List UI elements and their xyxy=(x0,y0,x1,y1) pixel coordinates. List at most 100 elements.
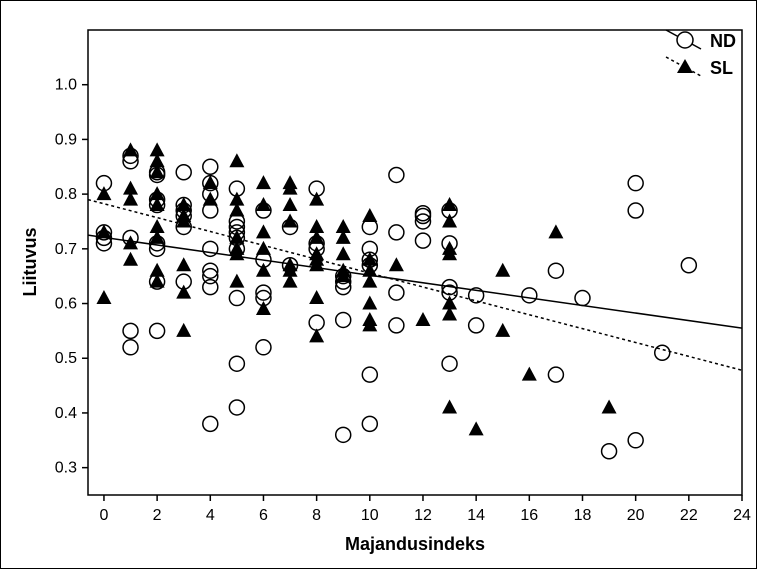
sl-point xyxy=(362,262,378,277)
nd-point xyxy=(680,256,698,274)
nd-point xyxy=(148,322,166,340)
x-tick-label: 0 xyxy=(99,507,108,524)
nd-fit-line xyxy=(87,234,743,329)
sl-point xyxy=(309,290,325,305)
sl-point xyxy=(149,273,165,288)
sl-point xyxy=(255,175,271,190)
nd-point xyxy=(627,432,644,449)
sl-point xyxy=(468,421,484,436)
plot-area-frame xyxy=(87,29,743,496)
nd-point xyxy=(202,415,219,433)
nd-point xyxy=(122,339,139,356)
sl-point xyxy=(282,197,298,212)
sl-point xyxy=(495,322,511,337)
nd-point xyxy=(388,166,405,184)
sl-point xyxy=(176,257,192,272)
sl-point xyxy=(601,399,617,414)
sl-point xyxy=(495,262,511,277)
sl-point xyxy=(282,213,298,228)
sl-point xyxy=(255,224,271,239)
nd-point xyxy=(441,278,458,296)
sl-point xyxy=(123,191,139,206)
sl-point xyxy=(229,202,245,217)
sl-point xyxy=(362,273,378,288)
nd-point xyxy=(627,174,644,192)
nd-point xyxy=(467,317,485,334)
legend-sl-label: SL xyxy=(710,58,733,78)
legend-nd-label: ND xyxy=(710,31,736,51)
sl-point xyxy=(442,295,458,310)
nd-point xyxy=(202,240,219,258)
sl-point xyxy=(229,191,245,206)
x-tick-label: 22 xyxy=(680,507,698,524)
fit-lines xyxy=(87,198,743,371)
x-tick-label: 24 xyxy=(733,507,751,524)
sl-point xyxy=(309,257,325,272)
sl-point xyxy=(548,224,564,239)
sl-point xyxy=(96,290,112,305)
nd-point xyxy=(547,262,565,279)
sl-point xyxy=(149,197,165,212)
sl-point xyxy=(176,213,192,228)
data-points xyxy=(95,142,698,460)
sl-point xyxy=(362,251,378,266)
sl-point xyxy=(149,153,165,168)
x-tick-label: 16 xyxy=(520,507,538,524)
sl-point xyxy=(521,366,537,381)
sl-point xyxy=(123,142,139,157)
sl-point xyxy=(335,229,351,244)
y-tick-label: 0.9 xyxy=(55,131,77,148)
y-axis: 0.3 0.4 0.5 0.6 0.7 0.8 0.9 1.0 xyxy=(55,77,88,477)
sl-point xyxy=(255,301,271,315)
y-tick-label: 1.0 xyxy=(55,77,77,94)
y-tick-label: 0.4 xyxy=(55,405,77,422)
sl-point xyxy=(282,273,298,288)
nd-point xyxy=(334,311,352,329)
nd-point xyxy=(228,399,246,416)
nd-point xyxy=(653,344,671,362)
x-tick-label: 14 xyxy=(467,507,485,524)
nd-point xyxy=(388,224,405,241)
x-tick-label: 12 xyxy=(414,507,432,524)
sl-point xyxy=(149,262,165,277)
legend-nd-marker xyxy=(676,31,694,49)
sl-point xyxy=(202,175,218,190)
nd-point xyxy=(414,207,432,225)
sl-point xyxy=(149,164,165,179)
nd-point xyxy=(202,278,219,296)
nd-point xyxy=(441,355,458,372)
nd-point xyxy=(334,426,352,444)
nd-point xyxy=(414,213,432,230)
sl-point xyxy=(415,311,431,326)
sl-point xyxy=(442,399,458,414)
nd-point xyxy=(361,415,379,433)
sl-point xyxy=(202,191,218,206)
sl-point xyxy=(388,257,404,272)
nd-point xyxy=(627,202,644,219)
y-axis-title: Liituvus xyxy=(20,227,40,296)
x-axis: 0 2 4 6 8 10 12 14 16 18 20 22 24 xyxy=(99,495,751,524)
x-tick-label: 8 xyxy=(312,507,321,524)
nd-point xyxy=(414,232,432,249)
nd-point xyxy=(228,355,246,372)
sl-point xyxy=(335,268,351,283)
nd-point xyxy=(228,289,246,307)
sl-point xyxy=(229,229,245,244)
sl-point xyxy=(442,246,458,261)
legend-sl-marker xyxy=(677,59,693,73)
sl-point xyxy=(362,317,378,332)
nd-point xyxy=(388,317,405,334)
sl-point xyxy=(282,262,298,277)
legend: ND SL xyxy=(665,29,736,78)
x-tick-label: 4 xyxy=(206,507,215,524)
nd-point xyxy=(202,267,219,285)
sl-point xyxy=(149,218,165,233)
sl-point xyxy=(176,197,192,212)
nd-point xyxy=(175,163,192,181)
sl-point xyxy=(176,284,192,299)
sl-point xyxy=(123,251,139,266)
x-tick-label: 18 xyxy=(574,507,592,524)
sl-point xyxy=(255,262,271,277)
